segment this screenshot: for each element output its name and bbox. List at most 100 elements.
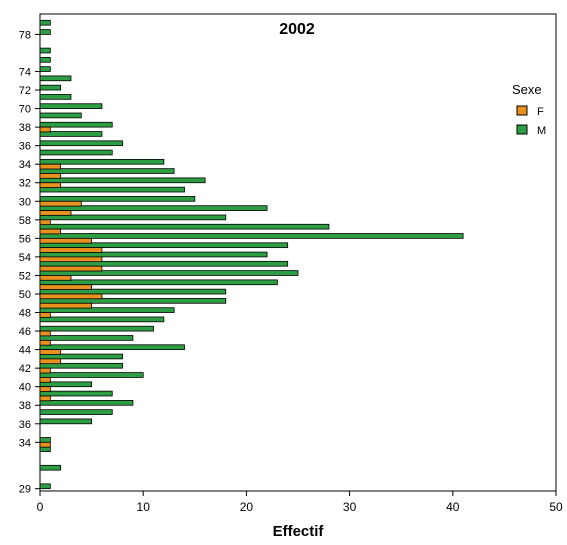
bar-m <box>39 251 268 258</box>
y-axis: 29 34 36 38 40 42 44 46 48 50 52 54 56 58 30 32 34 36 38 70… <box>19 29 40 496</box>
y-tick-label: 52 <box>19 270 31 282</box>
bar-f <box>39 395 51 402</box>
y-tick-label: 36 <box>19 419 31 431</box>
y-tick-label: 34 <box>19 437 31 449</box>
bar-m <box>39 353 123 360</box>
bar-f <box>39 163 62 170</box>
x-tick-label: 40 <box>446 500 460 514</box>
bar-m <box>39 103 103 109</box>
bar-m <box>39 400 134 406</box>
y-tick-label: 36 <box>19 141 31 153</box>
bar-m <box>39 279 278 286</box>
bar-m <box>39 29 51 35</box>
legend-swatch-m <box>516 124 528 135</box>
bar-f <box>39 237 92 244</box>
bar-f <box>39 312 51 318</box>
bar-f <box>39 275 72 281</box>
bar-m <box>39 112 82 119</box>
bar-m <box>39 381 92 388</box>
y-tick-label: 72 <box>19 85 31 97</box>
x-tick-label: 50 <box>549 500 563 514</box>
x-tick-label: 10 <box>137 500 151 514</box>
bar-m <box>39 390 113 397</box>
bar-f <box>39 284 92 290</box>
bar-m <box>39 47 51 54</box>
bar-m <box>39 233 464 239</box>
bar-m <box>39 362 123 369</box>
y-tick-label: 46 <box>19 326 31 338</box>
bar-m <box>39 223 330 230</box>
y-tick-label: 38 <box>19 400 31 412</box>
bar-m <box>39 242 289 249</box>
bar-m <box>39 307 175 313</box>
bar-m <box>39 196 196 202</box>
bar-m <box>39 372 144 378</box>
bar-m <box>39 149 113 156</box>
bar-f <box>39 349 62 355</box>
bar-f <box>39 377 51 383</box>
y-tick-label: 42 <box>19 363 31 375</box>
bar-m <box>39 437 51 443</box>
legend-swatch-f <box>516 105 528 116</box>
bars-group <box>39 19 464 490</box>
bar-m <box>39 270 299 276</box>
x-tick-label: 20 <box>240 500 254 514</box>
legend-label-f: F <box>537 106 544 118</box>
bar-m <box>39 325 154 332</box>
bar-f <box>39 330 51 337</box>
bar-m <box>39 483 51 490</box>
bar-f <box>39 200 82 207</box>
bar-f <box>39 126 51 133</box>
y-tick-label: 32 <box>19 178 31 190</box>
bar-f <box>39 302 92 309</box>
bar-m <box>39 94 72 100</box>
y-tick-label: 58 <box>19 215 31 227</box>
bar-f <box>39 247 103 253</box>
bar-m <box>39 140 123 147</box>
bar-m <box>39 186 185 193</box>
bar-m <box>39 288 227 295</box>
y-tick-label: 74 <box>19 66 31 78</box>
bar-m <box>39 19 51 26</box>
bar-f <box>39 339 51 346</box>
chart-title: 2002 <box>279 21 315 38</box>
y-tick-label: 78 <box>19 29 31 41</box>
bar-m <box>39 418 92 425</box>
legend-title: Sexe <box>512 82 542 97</box>
y-tick-label: 40 <box>19 382 31 394</box>
bar-f <box>39 441 51 448</box>
bar-m <box>39 205 268 211</box>
y-tick-label: 30 <box>19 196 31 208</box>
bar-m <box>39 298 227 304</box>
bar-f <box>39 219 51 226</box>
bar-m <box>39 344 185 351</box>
bar-m <box>39 121 113 128</box>
bar-f <box>39 228 62 235</box>
y-tick-label: 50 <box>19 289 31 301</box>
x-axis: 0 10 20 30 40 50 <box>37 491 563 514</box>
bar-m <box>39 158 165 165</box>
bar-f <box>39 367 51 374</box>
y-tick-label: 48 <box>19 308 31 320</box>
x-tick-label: 0 <box>37 500 44 514</box>
bar-f <box>39 173 62 179</box>
bar-m <box>39 409 113 415</box>
y-tick-label: 54 <box>19 252 31 264</box>
bar-m <box>39 316 165 323</box>
y-tick-label: 44 <box>19 345 31 357</box>
bar-m <box>39 131 103 137</box>
y-tick-label: 38 <box>19 122 31 134</box>
bar-f <box>39 358 62 365</box>
bar-m <box>39 214 227 221</box>
y-tick-label: 70 <box>19 104 31 116</box>
bar-m <box>39 75 72 82</box>
bar-m <box>39 260 289 267</box>
bar-m <box>39 56 51 63</box>
x-axis-label: Effectif <box>273 523 325 540</box>
bar-m <box>39 84 62 91</box>
y-tick-label: 56 <box>19 233 31 245</box>
bar-m <box>39 335 134 341</box>
bar-f <box>39 210 72 216</box>
bar-f <box>39 265 103 272</box>
